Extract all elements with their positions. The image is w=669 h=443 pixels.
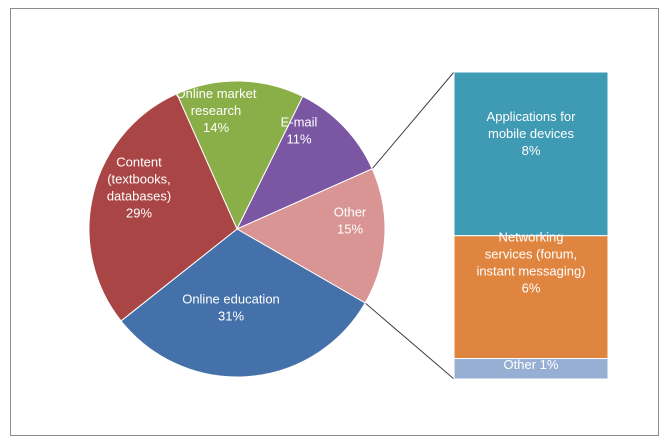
- bar-segment-label-line: Networking: [498, 230, 563, 245]
- pie-slice-label-line: 11%: [286, 132, 311, 147]
- bar-segment-label-line: mobile devices: [488, 126, 574, 141]
- bar-segment: [453, 358, 609, 380]
- pie-slice-label-line: Other: [334, 205, 367, 220]
- pie-slice-label-line: Content: [116, 155, 162, 170]
- pie-slice: [235, 95, 373, 231]
- bar-segment-label-line: Other 1%: [504, 357, 559, 372]
- pie-slice: [88, 93, 238, 322]
- pie-slice: [235, 168, 386, 304]
- pie-slice-label: Online education 31%: [182, 292, 280, 324]
- connector-line-bottom: [364, 302, 455, 380]
- pie-slice-label-line: 31%: [218, 309, 244, 324]
- bar-segment-label-line: 8%: [522, 143, 541, 158]
- pie-slice-label-line: Online education: [182, 292, 280, 307]
- pie-slice-label-line: Online market: [176, 86, 257, 101]
- pie-slice-label-line: research: [191, 103, 242, 118]
- pie-slice-label-line: (textbooks,: [107, 172, 171, 187]
- bar-segment-label-line: 6%: [522, 281, 541, 296]
- labels: Online market research 14% E-mail 11% Other 15…: [107, 86, 586, 372]
- pie-slice: [176, 80, 304, 231]
- pie-slice-label: E-mail 11%: [281, 115, 318, 147]
- connector-lines: [364, 71, 455, 380]
- bar-segment-label-line: instant messaging): [476, 264, 585, 279]
- bar-segment-label: Networking services (forum, instant messag…: [476, 230, 585, 296]
- pie-slice-label-line: 14%: [203, 120, 229, 135]
- pie-slice: [120, 228, 366, 378]
- pie-slice-label-line: 15%: [337, 222, 363, 237]
- bar-segment-label: Applications for mobile devices 8%: [487, 109, 577, 158]
- pie-slice-label-line: 29%: [126, 206, 152, 221]
- bar-segment: [453, 235, 609, 360]
- pie: [88, 80, 386, 378]
- pie-slice-label-line: E-mail: [281, 115, 318, 130]
- bar-segment-label: Other 1%: [504, 357, 559, 372]
- bar-segment-label-line: Applications for: [487, 109, 577, 124]
- bar-segment-label-line: services (forum,: [485, 247, 577, 262]
- bar-segment: [453, 71, 609, 237]
- pie-slice-label: Online market research 14%: [176, 86, 257, 135]
- pie-slice-label: Other 15%: [334, 205, 367, 237]
- pie-slice-label-line: databases): [107, 189, 171, 204]
- pie-slice-label: Content (textbooks, databases) 29%: [107, 155, 171, 221]
- stacked-bar: [453, 71, 609, 380]
- connector-line-top: [371, 71, 455, 170]
